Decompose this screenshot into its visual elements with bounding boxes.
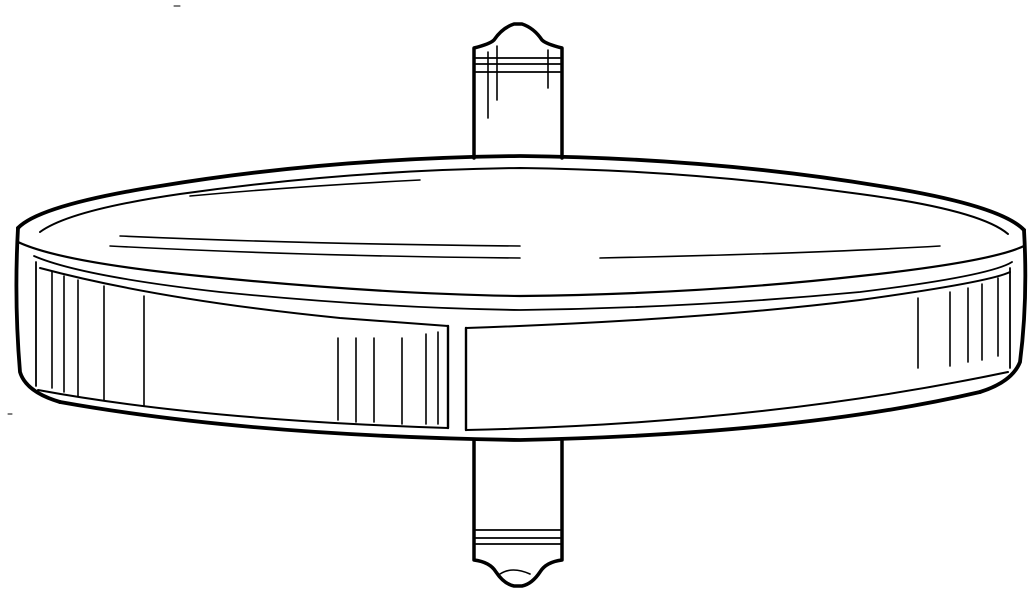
housing-top-highlight-4	[600, 246, 940, 258]
bottom-nozzle-tip-inner	[500, 570, 530, 574]
housing-band-inner-top	[40, 268, 448, 326]
housing-rim-lower-edge-2	[34, 256, 1012, 310]
housing-top-face	[18, 156, 1024, 258]
shading-ribs-right	[918, 278, 998, 368]
bottom-outlet-nozzle	[474, 440, 562, 586]
top-inlet-nozzle	[474, 24, 562, 158]
housing-top-highlight-1	[120, 236, 520, 246]
housing-side-band	[16, 228, 1025, 440]
housing-top-highlight-2	[110, 246, 520, 258]
shading-ribs-center	[338, 332, 438, 424]
bottom-nozzle-body	[474, 440, 562, 586]
housing-band-inner-bottom-right	[466, 372, 1008, 430]
housing-bottom-outline	[60, 392, 980, 440]
shading-ribs-left	[52, 272, 144, 406]
housing-top-inner-rim	[40, 168, 1008, 234]
housing-band-inner-top-right	[466, 272, 1010, 328]
